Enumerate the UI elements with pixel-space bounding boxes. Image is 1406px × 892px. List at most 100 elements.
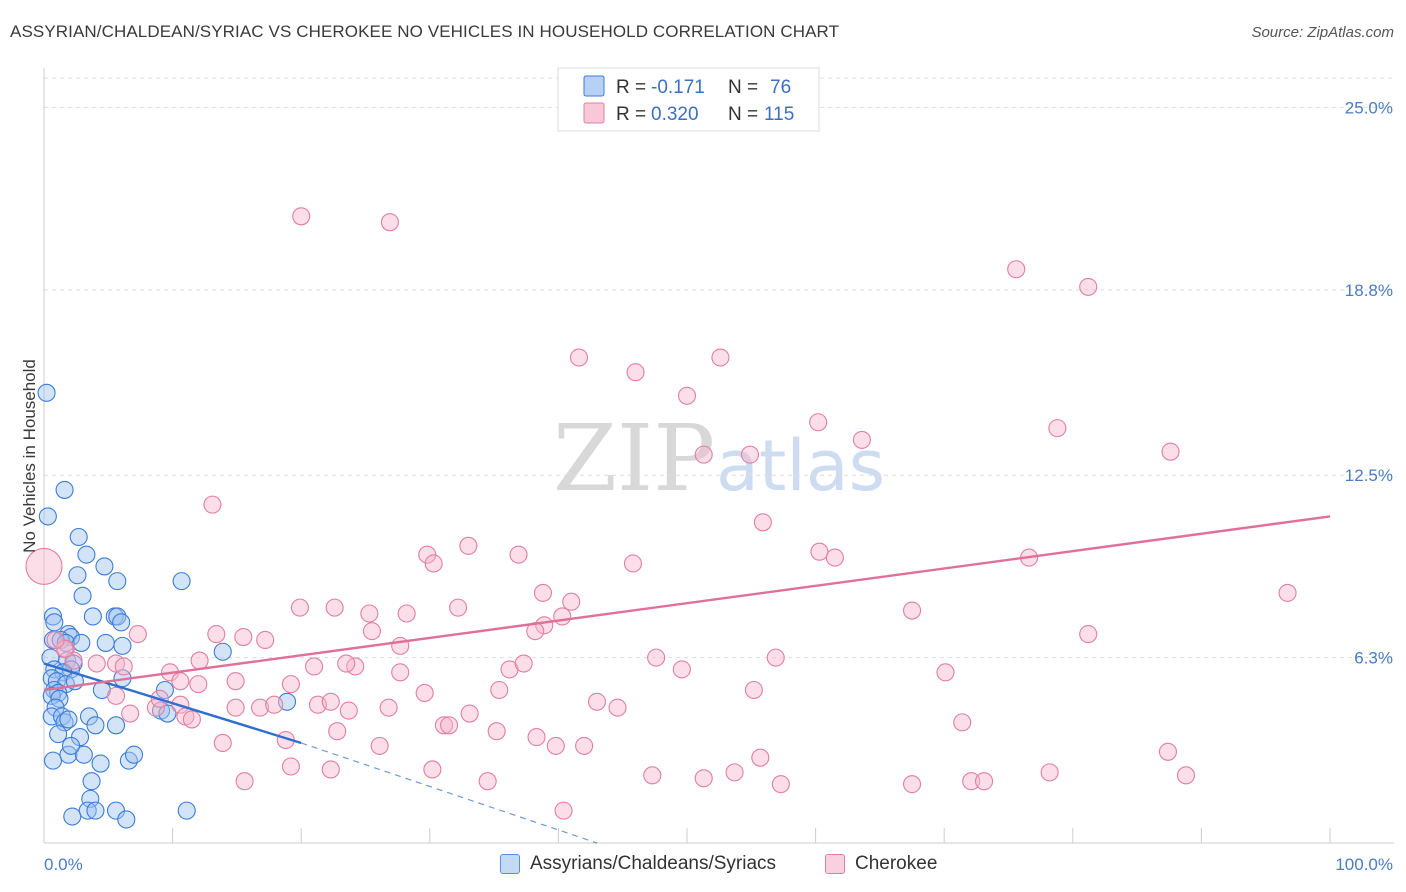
cherokee-point (440, 716, 459, 735)
cherokee-point (626, 363, 645, 382)
points (25, 207, 1297, 829)
legend-n-label-2: N = (728, 104, 758, 125)
cherokee-point (182, 710, 201, 729)
cherokee-point (725, 763, 744, 782)
legend-r-label-1: R = (616, 77, 646, 98)
watermark-atlas: atlas (716, 425, 885, 507)
cherokee-point (575, 736, 594, 755)
assyrian-point (155, 680, 174, 700)
cherokee-point (256, 630, 275, 650)
cherokee-point (226, 698, 245, 717)
trend-lines (43, 515, 1331, 844)
assyrian-point (46, 698, 65, 717)
legend-swatch-pink (583, 102, 605, 124)
assyrian-point (213, 642, 232, 661)
cherokee-point (1176, 766, 1196, 785)
cherokee-point (672, 660, 691, 679)
assyrian-point (91, 754, 110, 773)
bottom-legend-item-cherokee: Cherokee (825, 853, 937, 875)
cherokee-point (490, 680, 509, 700)
cherokee-point (207, 625, 226, 644)
cherokee-point (25, 547, 63, 585)
assyrian-point (61, 627, 81, 647)
assyrian-point (49, 725, 68, 744)
cherokee-point (608, 698, 627, 717)
cherokee-point (751, 748, 770, 767)
legend-n-value-2: 115 (764, 104, 794, 125)
assyrian-point (86, 716, 105, 735)
cherokee-point (1161, 442, 1180, 461)
cherokee-point (459, 536, 478, 555)
assyrian-point (119, 751, 138, 770)
bottom-legend-item-assyrians: Assyrians/Chaldeans/Syriacs (500, 853, 776, 875)
assyrian-point (86, 801, 105, 820)
cherokee-point (415, 683, 434, 702)
cherokee-point (744, 680, 763, 700)
y-tick-label: 25.0% (1345, 98, 1393, 117)
cherokee-point (514, 654, 533, 673)
cherokee-point (321, 760, 340, 779)
assyrian-point (117, 810, 136, 829)
cherokee-point (1048, 419, 1067, 438)
assyrian-point (56, 633, 75, 652)
legend-r-value-2: 0.320 (651, 104, 699, 125)
assyrian-point (72, 633, 91, 652)
cherokee-point (953, 713, 972, 732)
axes: 6.3% 12.5% 18.8% 25.0% 0.0% 100.0% (43, 68, 1394, 874)
assyrian-point (68, 566, 87, 585)
cherokee-point (487, 722, 506, 741)
assyrian-trend-line (43, 662, 302, 745)
cherokee-point (643, 766, 662, 785)
cherokee-point (379, 698, 398, 717)
cherokee-point (694, 769, 713, 788)
assyrian-point (43, 607, 63, 626)
bottom-legend-label-cherokee: Cherokee (855, 853, 938, 874)
cherokee-point (226, 672, 245, 691)
assyrian-point (82, 772, 101, 791)
bottom-legend-swatch-pink (825, 854, 845, 874)
assyrian-point (69, 527, 88, 547)
cherokee-point (1079, 625, 1098, 644)
cherokee-point (292, 207, 311, 226)
cherokee-point (936, 663, 955, 682)
assyrian-point (81, 789, 100, 808)
assyrian-point (73, 586, 92, 605)
cherokee-point (189, 675, 208, 694)
cherokee-trend-line (43, 515, 1331, 692)
cherokee-point (305, 657, 324, 676)
cherokee-point (321, 692, 340, 711)
watermark: ZIP atlas (553, 405, 885, 512)
assyrian-point (55, 480, 74, 499)
cherokee-point (391, 663, 410, 682)
assyrian-point (79, 707, 99, 726)
cherokee-point (328, 722, 347, 741)
cherokee-point (128, 625, 147, 644)
cherokee-point (1278, 583, 1297, 602)
cherokee-point (362, 622, 381, 641)
assyrian-point (108, 572, 127, 591)
cherokee-point (1040, 763, 1059, 782)
cherokee-point (587, 692, 607, 711)
cherokee-point (190, 651, 209, 670)
cherokee-point (235, 772, 254, 791)
cherokee-point (753, 513, 772, 532)
assyrian-point (74, 745, 93, 764)
cherokee-point (265, 695, 284, 714)
cherokee-point (1079, 277, 1098, 296)
watermark-zip: ZIP (553, 405, 715, 512)
cherokee-point (325, 598, 344, 617)
assyrian-point (43, 751, 63, 770)
cherokee-point (1158, 742, 1178, 761)
x-tick-label: 100.0% (1335, 855, 1393, 874)
assyrian-point (51, 630, 70, 650)
bottom-legend-swatch-blue (500, 854, 520, 874)
cherokee-point (527, 728, 546, 747)
cherokee-point (281, 757, 300, 776)
y-tick-label: 18.8% (1345, 281, 1393, 300)
assyrian-point (59, 710, 78, 729)
legend: R = -0.171 N = 76 R = 0.320 N = 115 (557, 67, 820, 132)
assyrian-point (95, 557, 114, 576)
assyrian-point (38, 507, 57, 526)
cherokee-point (397, 604, 416, 623)
